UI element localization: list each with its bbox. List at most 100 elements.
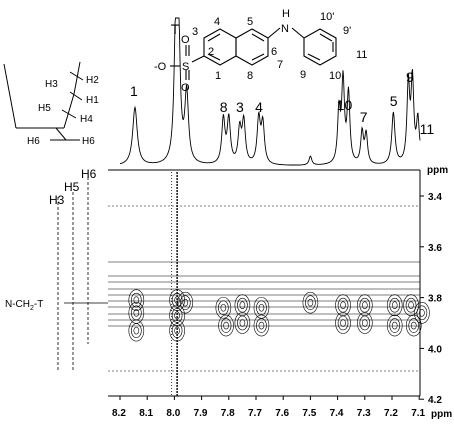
plot-frame [108, 169, 421, 397]
cross-peak-contour [128, 289, 145, 311]
bond-c-s [191, 55, 205, 63]
cross-peak-contour [416, 305, 428, 321]
ring-bond-double-2 [207, 53, 221, 61]
x-tick-label: 7.3 [357, 408, 371, 419]
cross-peak-contour [218, 314, 234, 337]
cross-peak-contour [128, 319, 145, 342]
atom-s: S [182, 61, 189, 73]
ring-bond-double-3 [251, 33, 265, 42]
ladder-diagram [3, 61, 84, 141]
peak-label-7: 7 [360, 109, 368, 125]
atom-9p: 9' [343, 25, 351, 37]
x-tick-label: 7.4 [330, 408, 344, 419]
peak-label-8: 8 [220, 99, 228, 115]
x-tick-label: 7.7 [248, 408, 262, 419]
cross-peak-contour [302, 291, 319, 314]
cross-peak-contour [361, 319, 368, 327]
x-tick-label: 7.1 [411, 408, 425, 419]
label-h6: H6 [81, 167, 97, 181]
ladder-labels: H3 H2 H1 H5 H4 H6 H6 [27, 75, 99, 147]
cross-peak-contour [337, 315, 349, 331]
atom-6: 6 [271, 46, 277, 58]
cross-peak-contour [408, 301, 414, 310]
cross-peak-contour [133, 296, 140, 304]
ladder-h2: H2 [86, 75, 99, 86]
x-tick-label: 7.5 [302, 408, 316, 419]
cross-peak-contour [253, 314, 270, 337]
cross-peak-contour [405, 314, 422, 337]
cross-peak-contour [256, 318, 267, 333]
cross-peak-contour [179, 295, 191, 310]
ladder-tick-1 [69, 71, 84, 81]
molecule-structure [170, 27, 337, 80]
atom-4: 4 [214, 16, 220, 28]
x-tick-label: 8.2 [112, 408, 126, 419]
methylene-label: N-CH2-T [5, 299, 43, 312]
cross-peak-contour [340, 319, 346, 327]
cross-peak-contour [215, 296, 232, 319]
cross-peak-contour [307, 298, 314, 307]
cross-peak-contour [256, 300, 267, 316]
ladder-h4: H4 [80, 114, 93, 125]
ladder-tick-2 [69, 91, 83, 101]
bond-c-n [267, 27, 281, 39]
cross-peak-contour [389, 297, 401, 313]
ladder-h1: H1 [86, 95, 99, 106]
y-tick-label: 4.0 [428, 344, 442, 355]
ladder-h6-b: H6 [82, 136, 95, 147]
peak-label-9: 9 [406, 69, 414, 85]
cross-peak-contour [131, 305, 142, 321]
phenyl-ring [303, 28, 337, 66]
cross-peak-contour [419, 309, 425, 317]
y-tick-label: 3.4 [428, 192, 442, 203]
ladder-h6-a: H6 [27, 136, 40, 147]
cross-peak-contour [408, 318, 420, 333]
cross-peak-contour [389, 318, 401, 333]
cross-peak-contour [131, 292, 142, 308]
atom-n: N [281, 23, 289, 35]
ladder-tick-4 [55, 127, 67, 141]
cross-peak-contour [361, 301, 368, 310]
peak-label-3: 3 [236, 99, 244, 115]
cross-peak-contour [223, 321, 229, 330]
cross-peak-contour [340, 301, 346, 310]
cross-peak-contour [239, 319, 246, 327]
atom-3: 3 [192, 26, 198, 38]
cross-peak-contour [239, 301, 246, 310]
x-tick-label: 8.1 [139, 408, 153, 419]
cross-peak-contour [337, 297, 349, 313]
y-tick-label: 3.6 [428, 243, 442, 254]
cross-peak-contour [359, 297, 371, 313]
ring-bond-double-4 [251, 53, 265, 61]
ladder-spine-upper [73, 61, 81, 95]
atom-7: 7 [277, 59, 283, 71]
atom-11: 11 [356, 49, 367, 61]
cross-peak-contour [182, 298, 189, 307]
atom-o-upper: O [181, 34, 190, 46]
cross-peak-contour [258, 303, 265, 312]
atom-h: H [282, 8, 290, 20]
cross-peak-contour [234, 312, 251, 334]
molecule-labels: 4 5 H 10' 3 9' 2 6 S O O -O 1 8 7 9 10 1… [154, 8, 367, 94]
cross-peak-contour [237, 297, 248, 313]
x-axis-ticks: 8.2 8.1 8.0 7.9 7.8 7.7 7.6 7.5 7.4 7.3 7.2 7.1 [112, 396, 426, 419]
cross-peak-contour [220, 303, 227, 312]
y-axis-ticks: 3.4 3.6 3.8 4.0 4.2 [420, 192, 442, 406]
y-tick-label: 4.2 [428, 395, 442, 406]
x-tick-label: 7.6 [275, 408, 289, 419]
label-h3: H3 [49, 193, 65, 207]
ladder-h5: H5 [38, 103, 51, 114]
ladder-spine-lower [63, 93, 75, 129]
cross-peak-contour [218, 300, 229, 316]
cross-peak-contour [356, 312, 373, 334]
cross-peak-contour [133, 326, 140, 335]
ladder-h3: H3 [45, 79, 58, 90]
phenyl-double-2 [307, 53, 321, 61]
cross-peak-contour [133, 309, 140, 317]
y-axis-unit: ppm [427, 165, 448, 176]
atom-o-minus: -O [154, 61, 167, 73]
cross-peak-contour [305, 295, 316, 310]
cross-peak-contour [237, 315, 248, 331]
